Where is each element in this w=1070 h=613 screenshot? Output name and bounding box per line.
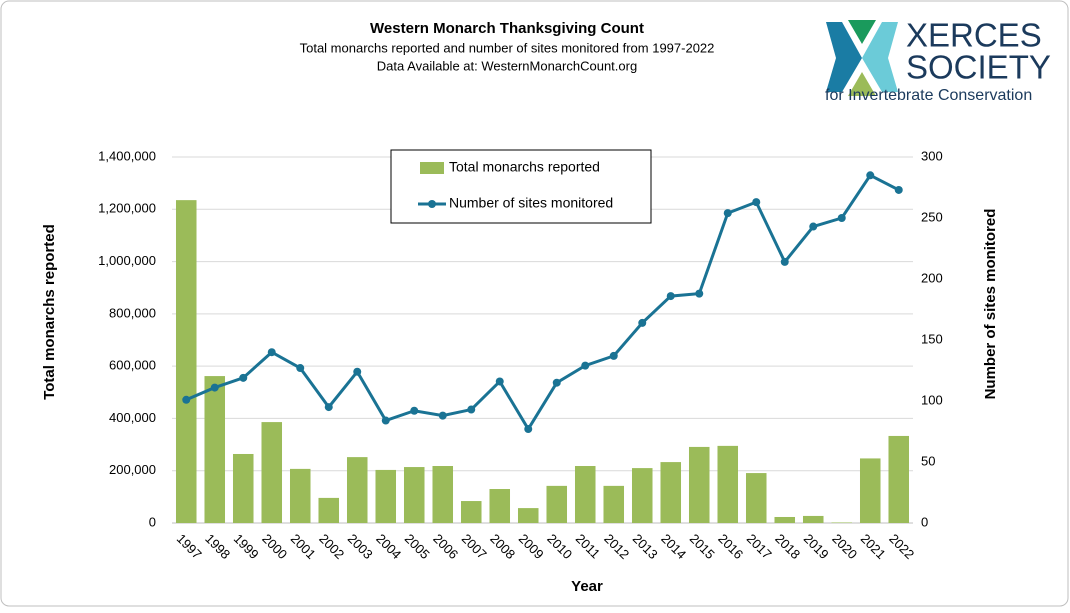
- line-point: [182, 395, 191, 404]
- y-tick-label: 400,000: [109, 410, 156, 425]
- bar: [517, 508, 539, 523]
- line-point: [666, 292, 675, 301]
- line-point: [324, 403, 333, 412]
- bar: [660, 462, 682, 523]
- y-tick-label: 200,000: [109, 462, 156, 477]
- logo: XERCES SOCIETY for Invertebrate Conserva…: [825, 17, 1051, 105]
- line: [185, 173, 900, 432]
- bar: [688, 446, 710, 523]
- legend-swatch: [420, 162, 444, 174]
- y2-tick-label: 50: [921, 453, 935, 468]
- chart-note: Data Available at: WesternMonarchCount.o…: [377, 58, 637, 73]
- bar: [888, 435, 910, 523]
- logo-shape: [848, 20, 876, 44]
- bar: [432, 466, 454, 523]
- chart-title: Western Monarch Thanksgiving Count: [370, 20, 644, 37]
- x-axis-title: Year: [571, 578, 603, 595]
- logo-tagline: for Invertebrate Conservation: [825, 87, 1032, 104]
- line-point: [723, 209, 732, 218]
- y-tick-label: 1,400,000: [98, 148, 156, 163]
- line-point: [467, 405, 476, 414]
- bar: [204, 376, 226, 523]
- y-tick-label: 0: [149, 514, 156, 529]
- y-tick-label: 1,000,000: [98, 253, 156, 268]
- logo-shape: [848, 72, 876, 96]
- logo-shape: [826, 22, 862, 92]
- line-point: [381, 416, 390, 425]
- line-point: [267, 348, 276, 357]
- y-tick-label: 1,200,000: [98, 201, 156, 216]
- y-tick-label: 600,000: [109, 358, 156, 373]
- y2-tick-label: 100: [921, 392, 943, 407]
- bar: [802, 515, 824, 523]
- line-point: [410, 406, 419, 415]
- bar: [574, 466, 596, 523]
- bar: [261, 422, 283, 523]
- line-point: [638, 318, 647, 327]
- line-point: [752, 198, 761, 207]
- line-point: [894, 185, 903, 194]
- line-point: [239, 373, 248, 382]
- bar: [460, 501, 482, 523]
- bar: [774, 516, 796, 523]
- line-point: [438, 411, 447, 420]
- line-point: [780, 257, 789, 266]
- bar: [346, 457, 368, 523]
- line-point: [809, 222, 818, 231]
- line-point: [837, 214, 846, 222]
- bar: [403, 467, 425, 523]
- line-point: [524, 425, 533, 434]
- line-point: [552, 378, 561, 387]
- line-point: [210, 383, 219, 392]
- bar: [232, 453, 254, 523]
- bar: [175, 200, 197, 523]
- bar: [489, 489, 511, 523]
- legend-label: Number of sites monitored: [449, 195, 613, 211]
- bar: [859, 458, 881, 523]
- y2-axis-title: Number of sites monitored: [982, 209, 999, 400]
- logo-text: XERCES: [906, 17, 1042, 54]
- y2-tick-label: 300: [921, 148, 943, 163]
- line-point: [609, 351, 618, 360]
- bar: [289, 468, 311, 523]
- bar: [717, 445, 739, 523]
- y-tick-label: 800,000: [109, 305, 156, 320]
- line-point: [581, 361, 590, 370]
- y2-tick-label: 200: [921, 270, 943, 285]
- legend-label: Total monarchs reported: [449, 159, 600, 175]
- bar: [375, 469, 397, 523]
- logo-shape: [862, 22, 898, 92]
- bar: [603, 485, 625, 523]
- y-axis-title: Total monarchs reported: [41, 224, 58, 400]
- chart-subtitle: Total monarchs reported and number of si…: [300, 40, 715, 55]
- line-point: [495, 377, 504, 386]
- bar: [546, 485, 568, 523]
- bar: [631, 468, 653, 523]
- bar: [831, 522, 853, 523]
- y2-tick-label: 0: [921, 514, 928, 529]
- logo-text: SOCIETY: [906, 49, 1051, 86]
- y2-tick-label: 150: [921, 331, 943, 346]
- line-point: [866, 171, 875, 180]
- bar: [318, 497, 340, 523]
- line-point: [695, 289, 704, 298]
- legend-swatch: [428, 200, 436, 208]
- bar: [745, 473, 767, 523]
- line-point: [353, 367, 362, 376]
- line-point: [296, 364, 305, 373]
- y2-tick-label: 250: [921, 209, 943, 224]
